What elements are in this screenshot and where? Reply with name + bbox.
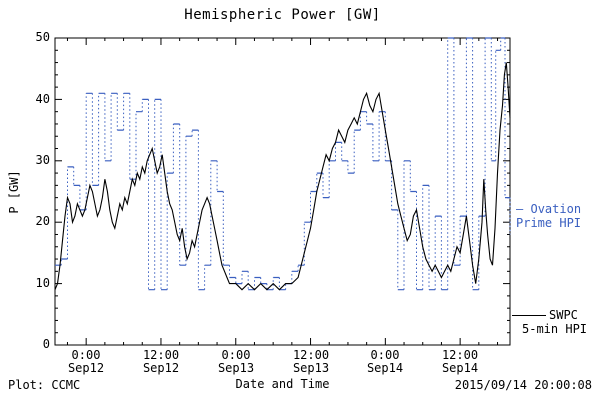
x-tick-date: Sep12	[142, 361, 180, 375]
x-tick-time: 0:00	[221, 348, 251, 362]
x-tick-time: 12:00	[292, 348, 330, 362]
legend-ovation: – Ovation Prime HPI	[516, 202, 581, 230]
x-tick-date: Sep13	[292, 361, 330, 375]
x-tick-label: 0:00 Sep14	[353, 349, 417, 375]
ovation-line-marker: –	[516, 202, 524, 216]
timestamp: 2015/09/14 20:00:08	[454, 378, 592, 392]
legend-swpc-label-1: SWPC	[549, 308, 578, 322]
swpc-line-marker	[512, 315, 546, 316]
legend-ovation-label-2: Prime HPI	[516, 216, 582, 230]
x-tick-time: 12:00	[441, 348, 479, 362]
x-tick-date: Sep13	[217, 361, 255, 375]
x-tick-label: 0:00 Sep13	[204, 349, 268, 375]
y-tick-label: 10	[35, 276, 50, 290]
legend-swpc: SWPC 5-min HPI	[512, 308, 587, 336]
x-tick-label: 12:00 Sep14	[428, 349, 492, 375]
x-tick-date: Sep12	[67, 361, 105, 375]
y-tick-label: 0	[42, 337, 50, 351]
y-tick-label: 50	[35, 30, 50, 44]
x-tick-time: 0:00	[71, 348, 101, 362]
x-tick-date: Sep14	[441, 361, 479, 375]
y-axis-label: P [GW]	[7, 170, 21, 214]
chart-title: Hemispheric Power [GW]	[184, 7, 381, 23]
y-tick-label: 30	[35, 153, 50, 167]
x-tick-label: 12:00 Sep13	[279, 349, 343, 375]
x-tick-time: 12:00	[142, 348, 180, 362]
y-tick-label: 40	[35, 92, 50, 106]
y-tick-label: 20	[35, 214, 50, 228]
legend-swpc-label-2: 5-min HPI	[522, 322, 588, 336]
x-tick-label: 0:00 Sep12	[54, 349, 118, 375]
x-tick-date: Sep14	[366, 361, 404, 375]
legend-ovation-label-1: Ovation	[530, 202, 582, 216]
plot-credit: Plot: CCMC	[8, 378, 81, 392]
x-tick-time: 0:00	[370, 348, 400, 362]
x-axis-label: Date and Time	[235, 377, 330, 391]
x-tick-label: 12:00 Sep12	[129, 349, 193, 375]
